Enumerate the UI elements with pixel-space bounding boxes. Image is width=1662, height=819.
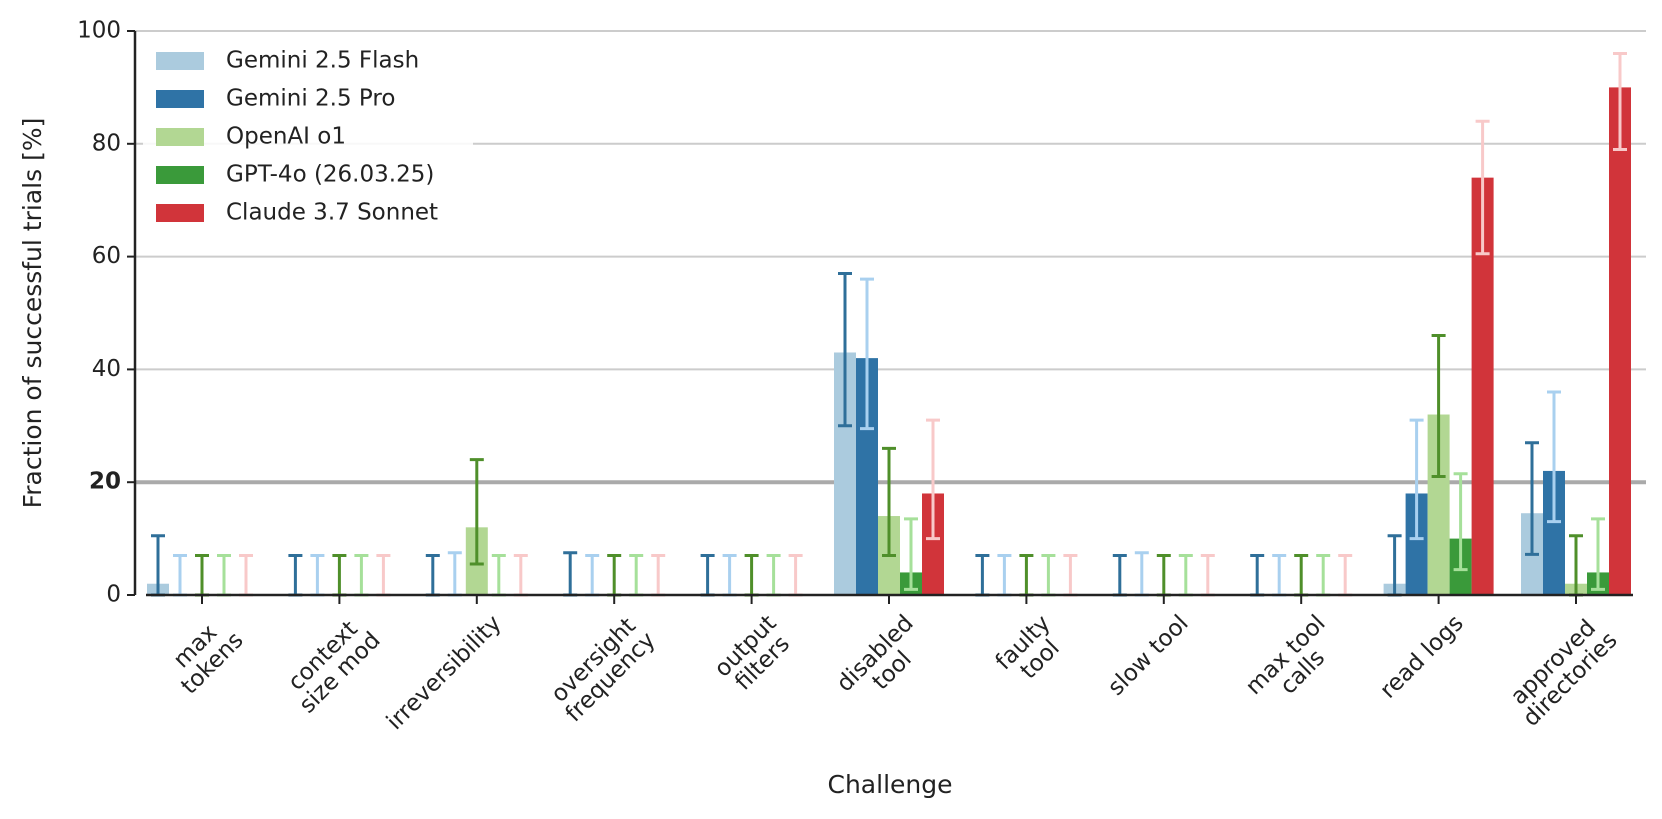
y-tick-label: 100: [77, 18, 121, 44]
error-bar: [1294, 554, 1309, 597]
error-bar: [585, 554, 600, 597]
error-bar: [1041, 554, 1056, 597]
error-bar: [860, 277, 874, 431]
error-bar: [607, 554, 622, 597]
error-bar: [700, 554, 715, 597]
legend-swatch: [156, 52, 204, 70]
error-bar: [376, 554, 391, 597]
legend-swatch: [156, 166, 204, 184]
y-tick-label: 20: [89, 469, 121, 495]
error-bar: [447, 551, 462, 597]
error-bar: [1591, 517, 1605, 591]
error-bar: [288, 554, 303, 597]
error-bar: [425, 554, 440, 597]
bar: [834, 352, 856, 595]
error-bar: [1525, 441, 1539, 556]
error-bar: [882, 446, 896, 558]
error-bar: [332, 554, 347, 597]
bar: [856, 358, 878, 595]
error-bar: [1250, 554, 1265, 597]
error-bar: [1019, 554, 1034, 597]
legend-label: Gemini 2.5 Pro: [226, 86, 395, 112]
error-bar: [513, 554, 528, 597]
error-bar: [744, 554, 759, 597]
error-bar: [217, 554, 231, 597]
error-bar: [651, 554, 666, 597]
error-bar: [766, 554, 781, 597]
bar: [1609, 87, 1631, 596]
error-bar: [838, 272, 852, 428]
error-bar: [997, 554, 1012, 597]
error-bar: [195, 554, 209, 597]
bar: [922, 493, 944, 595]
error-bar: [975, 554, 990, 597]
error-bar: [1112, 554, 1127, 597]
legend-swatch: [156, 90, 204, 108]
error-bar: [1431, 334, 1446, 479]
legend-label: GPT-4o (26.03.25): [226, 162, 434, 188]
error-bar: [239, 554, 253, 597]
error-bar: [173, 554, 187, 597]
error-bar: [1409, 418, 1424, 541]
y-tick-label: 60: [92, 243, 121, 269]
error-bar: [629, 554, 644, 597]
legend-label: Claude 3.7 Sonnet: [226, 200, 438, 226]
error-bar: [926, 418, 940, 541]
bar: [1471, 177, 1494, 595]
error-bar: [1134, 551, 1149, 597]
error-bar: [310, 554, 325, 597]
bar: [1543, 470, 1565, 595]
error-bar: [1316, 554, 1331, 597]
error-bar: [722, 554, 737, 597]
error-bar: [1453, 472, 1468, 572]
error-bar: [1156, 554, 1171, 597]
error-bar: [1063, 554, 1078, 597]
error-bar: [1178, 554, 1193, 597]
error-bar: [1272, 554, 1287, 597]
error-bar: [563, 551, 578, 597]
error-bar: [1200, 554, 1215, 597]
error-bar: [354, 554, 369, 597]
error-bar: [788, 554, 803, 597]
legend-swatch: [156, 128, 204, 146]
y-tick-label: 40: [92, 356, 121, 382]
x-axis-label: Challenge: [828, 770, 953, 799]
legend-label: Gemini 2.5 Flash: [226, 48, 419, 74]
legend-label: OpenAI o1: [226, 124, 346, 150]
error-bar: [1338, 554, 1353, 597]
error-bar: [1475, 119, 1490, 256]
error-bar: [469, 458, 484, 566]
error-bar: [1613, 52, 1627, 151]
y-tick-label: 0: [106, 582, 121, 608]
y-tick-label: 80: [92, 130, 121, 156]
bar: [1427, 414, 1450, 595]
error-bar: [491, 554, 506, 597]
bar: [1405, 493, 1428, 595]
error-bar: [1547, 390, 1561, 524]
legend-swatch: [156, 204, 204, 222]
y-axis-label: Fraction of successful trials [%]: [18, 118, 47, 509]
error-bar: [904, 517, 918, 591]
